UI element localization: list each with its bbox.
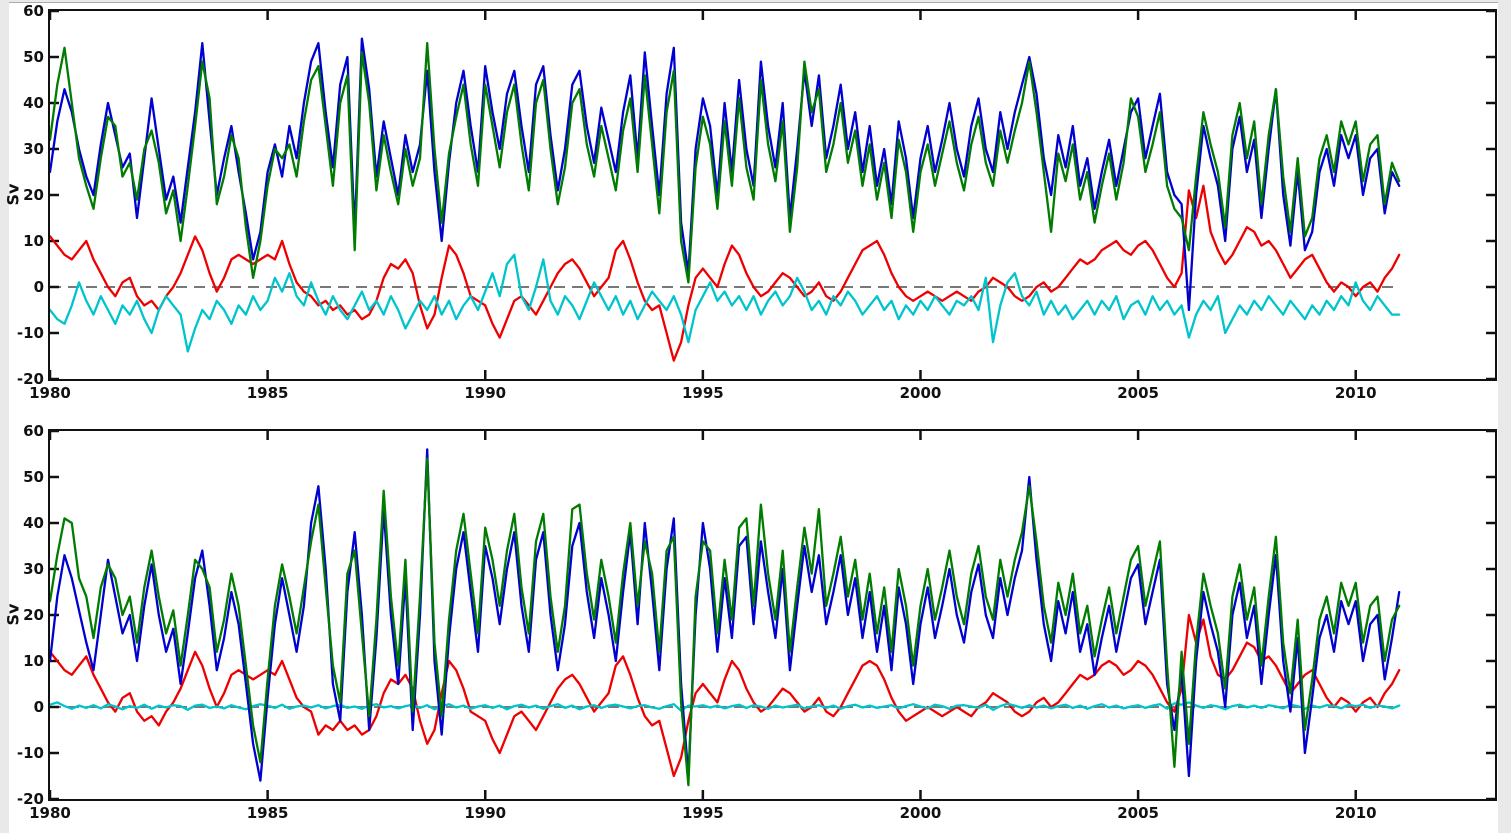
series-line-red: [50, 613, 1401, 778]
panel-top-axes: [48, 9, 1497, 381]
y-tick-label: -10: [16, 324, 44, 342]
x-tick-label: 1990: [464, 804, 507, 822]
x-tick-label: 2005: [1117, 804, 1159, 822]
y-tick-label: -10: [16, 744, 44, 762]
y-tick-label: -20: [16, 370, 44, 388]
y-tick-label: 60: [23, 422, 44, 440]
y-tick-label: 10: [23, 232, 44, 250]
y-tick-label: 20: [23, 186, 44, 204]
series-line-cyan: [50, 701, 1401, 712]
series-line-green: [50, 42, 1401, 284]
x-tick-label: 2005: [1117, 384, 1159, 402]
y-tick-label: 0: [33, 278, 44, 296]
series-line-red: [50, 184, 1401, 362]
x-tick-label: 1980: [29, 804, 71, 822]
y-tick-label: 40: [23, 514, 44, 532]
y-tick-label: 30: [23, 140, 44, 158]
y-tick-label: 10: [23, 652, 44, 670]
x-tick-label: 2010: [1334, 384, 1377, 402]
y-tick-label: 50: [23, 468, 44, 486]
x-tick-label: 1985: [246, 384, 289, 402]
y-tick-label: 40: [23, 94, 44, 112]
panel-bottom-axes: [48, 429, 1497, 801]
x-tick-label: 1980: [29, 384, 71, 402]
panel-bottom-plot: [50, 431, 1495, 799]
series-line-blue: [50, 448, 1401, 782]
y-tick-label: 0: [33, 698, 44, 716]
series-line-green: [50, 457, 1401, 787]
y-tick-label: 60: [23, 2, 44, 20]
x-tick-label: 2000: [899, 384, 942, 402]
series-line-blue: [50, 37, 1401, 312]
panel-top-plot: [50, 11, 1495, 379]
x-tick-label: 2010: [1334, 804, 1377, 822]
y-tick-label: -20: [16, 790, 44, 808]
y-tick-label: 30: [23, 560, 44, 578]
y-tick-label: 20: [23, 606, 44, 624]
x-tick-label: 1990: [464, 384, 507, 402]
x-tick-label: 1985: [246, 804, 289, 822]
x-tick-label: 1995: [681, 804, 724, 822]
series-line-cyan: [50, 253, 1401, 353]
y-tick-label: 50: [23, 48, 44, 66]
x-tick-label: 1995: [681, 384, 724, 402]
x-tick-label: 2000: [899, 804, 942, 822]
